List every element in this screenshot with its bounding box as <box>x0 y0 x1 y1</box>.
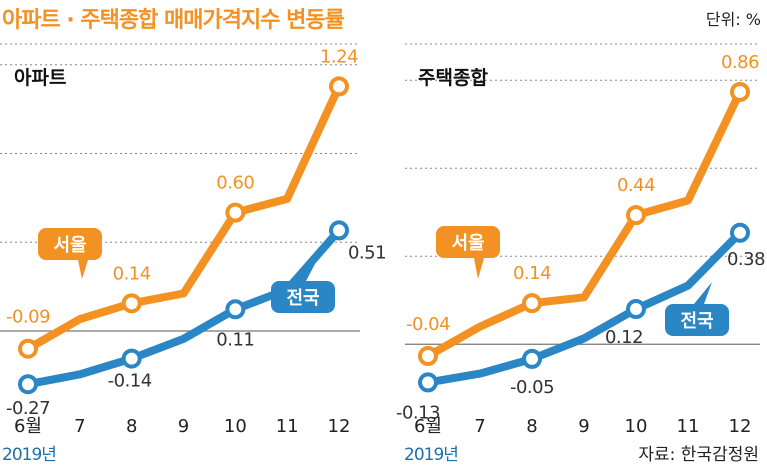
year-label-housing: 2019년 <box>404 445 459 465</box>
data-point <box>730 222 750 243</box>
legend-bubble-tail <box>694 282 712 304</box>
data-point <box>730 81 750 102</box>
x-tick-label: 8 <box>526 416 537 437</box>
x-tick-label: 7 <box>74 416 85 437</box>
chart-0: 아파트 -0.09 0.14 0.60 1.24 -0.27 -0.14 0.11 0.51 서울… <box>0 43 387 437</box>
unit-label: 단위: % <box>705 10 761 29</box>
x-tick-label: 8 <box>126 416 137 437</box>
x-tick-label: 9 <box>178 416 189 437</box>
data-label: 0.14 <box>113 263 151 284</box>
x-tick-label: 10 <box>224 416 247 437</box>
data-point <box>18 374 38 395</box>
data-point <box>121 293 142 314</box>
data-point <box>522 348 542 369</box>
data-point <box>18 338 38 359</box>
data-label: 0.38 <box>727 249 765 270</box>
legend-bubble-tail <box>78 260 88 279</box>
data-point <box>418 372 438 393</box>
chart-1: 주택종합 -0.04 0.14 0.44 0.86 -0.13 -0.05 0.12 0.38 서… <box>396 43 766 437</box>
x-tick-label: 11 <box>677 416 700 437</box>
data-label: 0.11 <box>216 329 254 350</box>
data-point <box>418 345 438 366</box>
legend-bubble <box>38 228 102 260</box>
x-tick-label: 6월 <box>414 416 442 437</box>
series-line <box>424 87 744 360</box>
x-tick-label: 9 <box>578 416 589 437</box>
panel-title: 아파트 <box>14 67 66 89</box>
data-point <box>329 76 349 97</box>
data-label: 0.44 <box>617 175 655 196</box>
data-label: 0.14 <box>513 263 551 284</box>
panel-title: 주택종합 <box>418 67 488 89</box>
series-line <box>424 228 744 387</box>
legend-bubble <box>271 281 335 313</box>
data-point <box>522 293 542 314</box>
data-point <box>626 205 646 226</box>
x-tick-label: 10 <box>625 416 648 437</box>
legend-bubble-tail <box>474 258 484 279</box>
legend-label: 서울 <box>53 235 86 256</box>
data-label: -0.04 <box>406 314 450 335</box>
data-label: 0.60 <box>216 173 254 194</box>
x-tick-label: 7 <box>474 416 485 437</box>
legend-bubble <box>665 304 729 336</box>
year-label-apartment: 2019년 <box>2 445 57 465</box>
legend-bubble <box>436 226 500 258</box>
legend-label: 전국 <box>286 288 319 309</box>
data-label: 0.51 <box>348 242 386 263</box>
legend-label: 전국 <box>680 311 713 332</box>
chart-main-title: 아파트 · 주택종합 매매가격지수 변동률 <box>2 8 345 33</box>
data-point <box>225 299 246 320</box>
data-label: -0.14 <box>108 371 152 392</box>
data-label: -0.09 <box>6 307 50 328</box>
source-label: 자료: 한국감정원 <box>638 445 759 465</box>
legend-bubble-tail <box>296 262 316 281</box>
data-point <box>225 202 246 223</box>
data-label: -0.27 <box>6 398 50 419</box>
data-point <box>329 220 349 241</box>
data-label: 1.24 <box>320 46 358 67</box>
data-label: -0.05 <box>510 377 554 398</box>
x-tick-label: 12 <box>729 416 752 437</box>
x-tick-label: 11 <box>276 416 299 437</box>
data-label: 0.86 <box>721 52 759 73</box>
data-label: -0.13 <box>396 402 440 423</box>
data-point <box>121 348 142 369</box>
data-label: 0.12 <box>605 327 643 348</box>
legend-label: 서울 <box>451 233 484 254</box>
x-tick-label: 6월 <box>14 416 42 437</box>
series-line <box>24 82 343 353</box>
x-tick-label: 12 <box>328 416 351 437</box>
data-point <box>626 299 646 320</box>
